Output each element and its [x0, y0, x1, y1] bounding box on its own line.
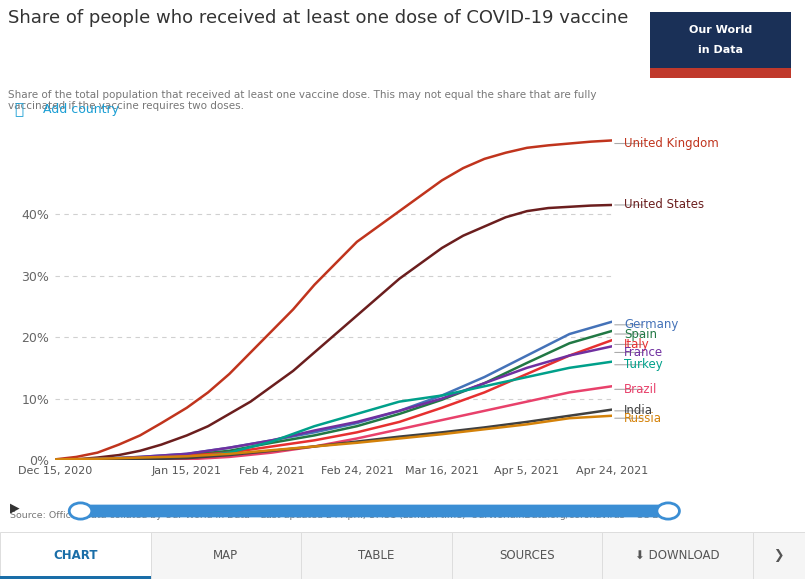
Text: Germany: Germany	[624, 318, 679, 331]
Text: Italy: Italy	[624, 338, 650, 351]
Text: Russia: Russia	[624, 412, 662, 425]
Text: ➕: ➕	[14, 102, 23, 118]
Text: Add country: Add country	[43, 103, 118, 116]
Text: ⬇ DOWNLOAD: ⬇ DOWNLOAD	[635, 549, 720, 562]
Text: Brazil: Brazil	[624, 383, 658, 396]
Text: France: France	[624, 346, 663, 359]
Text: India: India	[624, 404, 653, 417]
Text: CHART: CHART	[53, 549, 97, 562]
Text: United Kingdom: United Kingdom	[624, 137, 719, 150]
Text: TABLE: TABLE	[358, 549, 394, 562]
Text: MAP: MAP	[213, 549, 238, 562]
Text: Share of people who received at least one dose of COVID-19 vaccine: Share of people who received at least on…	[8, 9, 629, 27]
Text: ❯: ❯	[774, 549, 784, 562]
Text: Source: Official data collated by Our World in Data – Last updated 24 April, 17:: Source: Official data collated by Our Wo…	[10, 511, 465, 520]
Text: Turkey: Turkey	[624, 358, 663, 371]
Text: Share of the total population that received at least one vaccine dose. This may : Share of the total population that recei…	[8, 90, 597, 111]
Text: ▶: ▶	[10, 501, 19, 515]
Text: OurWorldInData.org/coronavirus • CC BY: OurWorldInData.org/coronavirus • CC BY	[471, 511, 664, 520]
Text: Apr 24, 2021: Apr 24, 2021	[576, 506, 648, 516]
Text: United States: United States	[624, 199, 704, 211]
Text: in Data: in Data	[699, 45, 743, 55]
Text: Our World: Our World	[689, 25, 753, 35]
Text: Spain: Spain	[624, 328, 657, 340]
Text: Dec 15, 2020: Dec 15, 2020	[101, 506, 175, 516]
Text: SOURCES: SOURCES	[499, 549, 555, 562]
